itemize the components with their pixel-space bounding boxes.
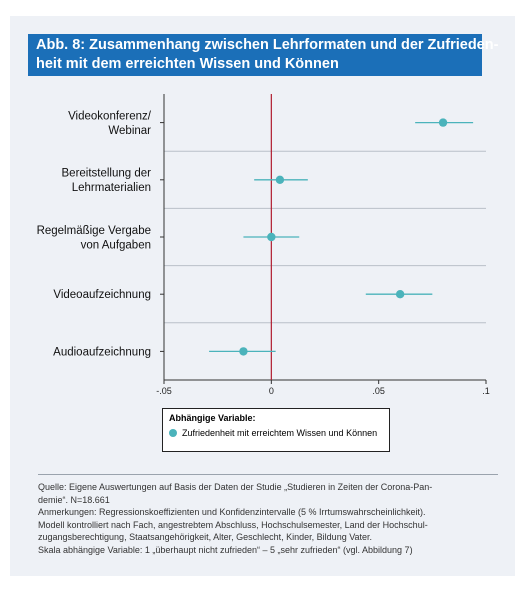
- figure-panel: Abb. 8: Zusammenhang zwischen Lehrformat…: [10, 16, 515, 576]
- point-estimate: [395, 290, 405, 299]
- legend-item-label: Zufriedenheit mit erreichtem Wissen und …: [182, 428, 378, 438]
- figure-notes: Quelle: Eigene Auswertungen auf Basis de…: [38, 474, 498, 556]
- legend: Abhängige Variable: Zufriedenheit mit er…: [162, 408, 390, 452]
- point-estimate: [267, 232, 276, 242]
- legend-marker-icon: [169, 429, 177, 437]
- y-category-label: Videokonferenz/: [68, 110, 152, 122]
- notes-remarks-line-2: Modell kontrolliert nach Fach, angestreb…: [38, 519, 428, 530]
- coefficient-plot: Videokonferenz/Webinar Bereitstellung der…: [37, 94, 490, 396]
- y-category-label: Bereitstellung der: [62, 168, 152, 180]
- y-category-label: Regelmäßige Vergabe: [37, 225, 151, 237]
- point-estimate: [239, 347, 248, 356]
- x-tick-label: 0: [269, 386, 274, 396]
- legend-item: Zufriedenheit mit erreichtem Wissen und …: [169, 428, 383, 438]
- y-category-label: Lehrmaterialien: [72, 182, 151, 194]
- y-category-label: von Aufgaben: [81, 239, 151, 251]
- row-bands: [164, 150, 486, 324]
- y-category-label: Audioaufzeichnung: [53, 346, 151, 358]
- notes-remarks-line-3: zugangsberechtigung, Staatsangehörigkeit…: [38, 532, 373, 542]
- figure-title-line-1: Abb. 8: Zusammenhang zwischen Lehrformat…: [36, 37, 499, 53]
- x-tick-label: .1: [482, 386, 490, 396]
- notes-source-line-2: demie“. N=18.661: [38, 494, 110, 505]
- point-estimate: [438, 118, 448, 127]
- notes-source-line-1: Quelle: Eigene Auswertungen auf Basis de…: [38, 482, 433, 492]
- axes: -.05 0 .05 .1: [156, 94, 490, 396]
- x-tick-label: -.05: [156, 386, 172, 396]
- figure-title-line-2: heit mit dem erreichten Wissen und Könne…: [36, 56, 339, 72]
- y-axis-labels: Videokonferenz/Webinar Bereitstellung der…: [37, 110, 152, 358]
- x-tick-label: .05: [372, 386, 385, 396]
- notes-scale-line: Skala abhängige Variable: 1 „überhaupt n…: [38, 544, 413, 555]
- legend-title: Abhängige Variable:: [169, 413, 256, 423]
- y-category-label: Webinar: [108, 125, 151, 137]
- y-category-label: Videoaufzeichnung: [53, 289, 151, 301]
- point-estimate: [275, 175, 285, 184]
- data-points: [209, 118, 474, 356]
- notes-remarks-line-1: Anmerkungen: Regressionskoeffizienten un…: [38, 507, 426, 517]
- figure-title: Abb. 8: Zusammenhang zwischen Lehrformat…: [28, 34, 499, 76]
